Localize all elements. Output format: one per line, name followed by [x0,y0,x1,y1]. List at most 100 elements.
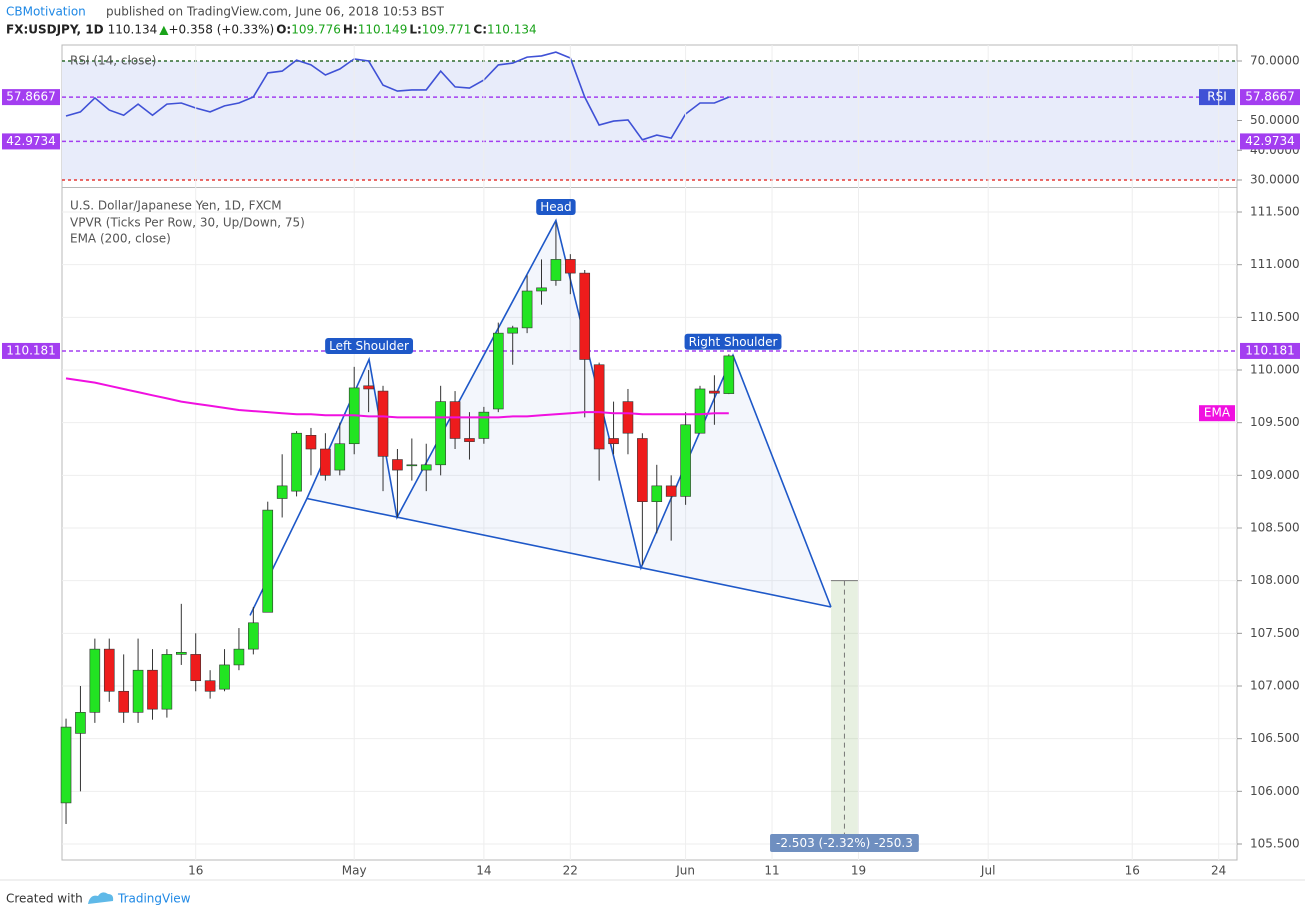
pane-title: RSI (14, close) [70,54,156,68]
candle-body [449,401,461,439]
footer-brand[interactable]: TradingView [117,892,191,906]
field-label: C: [473,23,487,37]
candle-body [89,648,101,713]
y-tick-label: 105.500 [1250,836,1300,850]
candle-body [665,485,677,497]
candle-body [276,485,288,499]
candle-body [118,690,129,713]
marker-label-left-bg [2,89,60,106]
x-tick-label: 14 [476,864,491,878]
annotation-bg [325,337,414,354]
series-tag-bg [1199,405,1235,422]
candle-body [291,432,302,492]
y-tick-label: 106.500 [1250,731,1300,745]
candle-body [190,654,202,682]
footer-text: Created with [6,892,83,906]
candle-body [550,259,562,281]
candle-body [176,651,187,655]
candle-body [420,464,432,471]
annotation: Left Shoulder [329,339,409,353]
annotation: Right Shoulder [689,335,778,349]
y-tick-label: 50.0000 [1250,113,1300,127]
x-tick-label: 19 [851,864,866,878]
field-value: 109.776 [291,23,341,37]
x-tick-label: Jul [980,864,995,878]
candle-body [377,390,389,457]
change-arrow: ▲ [159,23,169,37]
annotation-bg [536,198,576,215]
y-tick-label: 109.500 [1250,415,1300,429]
field-label: L: [409,23,421,37]
candle-body [248,622,259,650]
candle-body [219,664,230,690]
candle-body [608,438,619,445]
target-label-bg [770,834,919,853]
logo [88,892,114,904]
marker-label-left-bg [2,342,60,359]
y-tick-label: 110.000 [1250,363,1300,377]
marker-label-left: 110.181 [6,343,56,357]
quote: FX:USDJPY, 1D 110.134 ▲ +0.358 (+0.33%) O: 10… [6,23,537,37]
published: published on TradingView.com, June 06, 2… [106,5,445,19]
neckline [306,497,832,608]
candle-body [406,464,418,467]
y-tick-label: 107.000 [1250,678,1300,692]
annotation-bg [684,333,782,350]
author[interactable]: CBMotivation [6,5,86,19]
candle-body [680,424,691,497]
x-tick-label: 24 [1211,864,1226,878]
field-value: 110.149 [358,23,408,37]
frame [61,44,1238,861]
candle-body [709,390,720,394]
y-tick-label: 110.500 [1250,310,1300,324]
symbol: FX:USDJPY, 1D [6,23,104,37]
candle-body [464,438,475,442]
candle-body [204,680,216,692]
candle-body [694,388,706,434]
field-label: O: [276,23,291,37]
marker-label-right-bg [1240,133,1300,150]
x-tick-label: May [342,864,367,878]
candle-body [593,364,605,450]
marker-label-right: 57.8667 [1245,90,1295,104]
y-tick-label: 108.500 [1250,521,1300,535]
x-tick-label: 16 [1125,864,1140,878]
candle-body [147,669,158,710]
y-tick-label: 111.000 [1250,257,1300,271]
last-price: 110.134 [108,23,158,37]
rsi-band [62,61,1237,181]
candle-body [392,459,403,471]
marker-label-left-bg [2,133,60,150]
annotation: Head [540,200,571,214]
candle-body [435,401,446,466]
candle-body [507,327,518,334]
field-value: 109.771 [422,23,472,37]
x-tick-label: Jun [675,864,695,878]
y-tick-label: 107.500 [1250,626,1300,640]
series-line [65,377,729,419]
candle-body [305,435,317,450]
field-label: H: [343,23,358,37]
candle-body [651,485,663,502]
change: +0.358 (+0.33%) [168,23,274,37]
pane-title: U.S. Dollar/Japanese Yen, 1D, FXCM [70,199,282,213]
y-tick-label: 109.000 [1250,468,1300,482]
candle-body [723,355,735,394]
marker-label-left: 42.9734 [6,134,56,148]
field-value: 110.134 [487,23,537,37]
candle-body [492,332,504,410]
candle-body [103,648,115,692]
x-tick-label: 22 [563,864,578,878]
candle-body [363,385,374,390]
marker-label-right-bg [1240,89,1300,106]
y-tick-label: 30.0000 [1250,173,1300,187]
candle-body [565,259,576,274]
candle-body [478,411,490,439]
y-tick-label: 111.500 [1250,205,1300,219]
target-label: -2.503 (-2.32%) -250.3 [776,836,913,850]
indicator-label: VPVR (Ticks Per Row, 30, Up/Down, 75) [70,216,305,230]
series-line [65,51,730,141]
candle-body [521,290,533,329]
candle-body [536,287,547,292]
